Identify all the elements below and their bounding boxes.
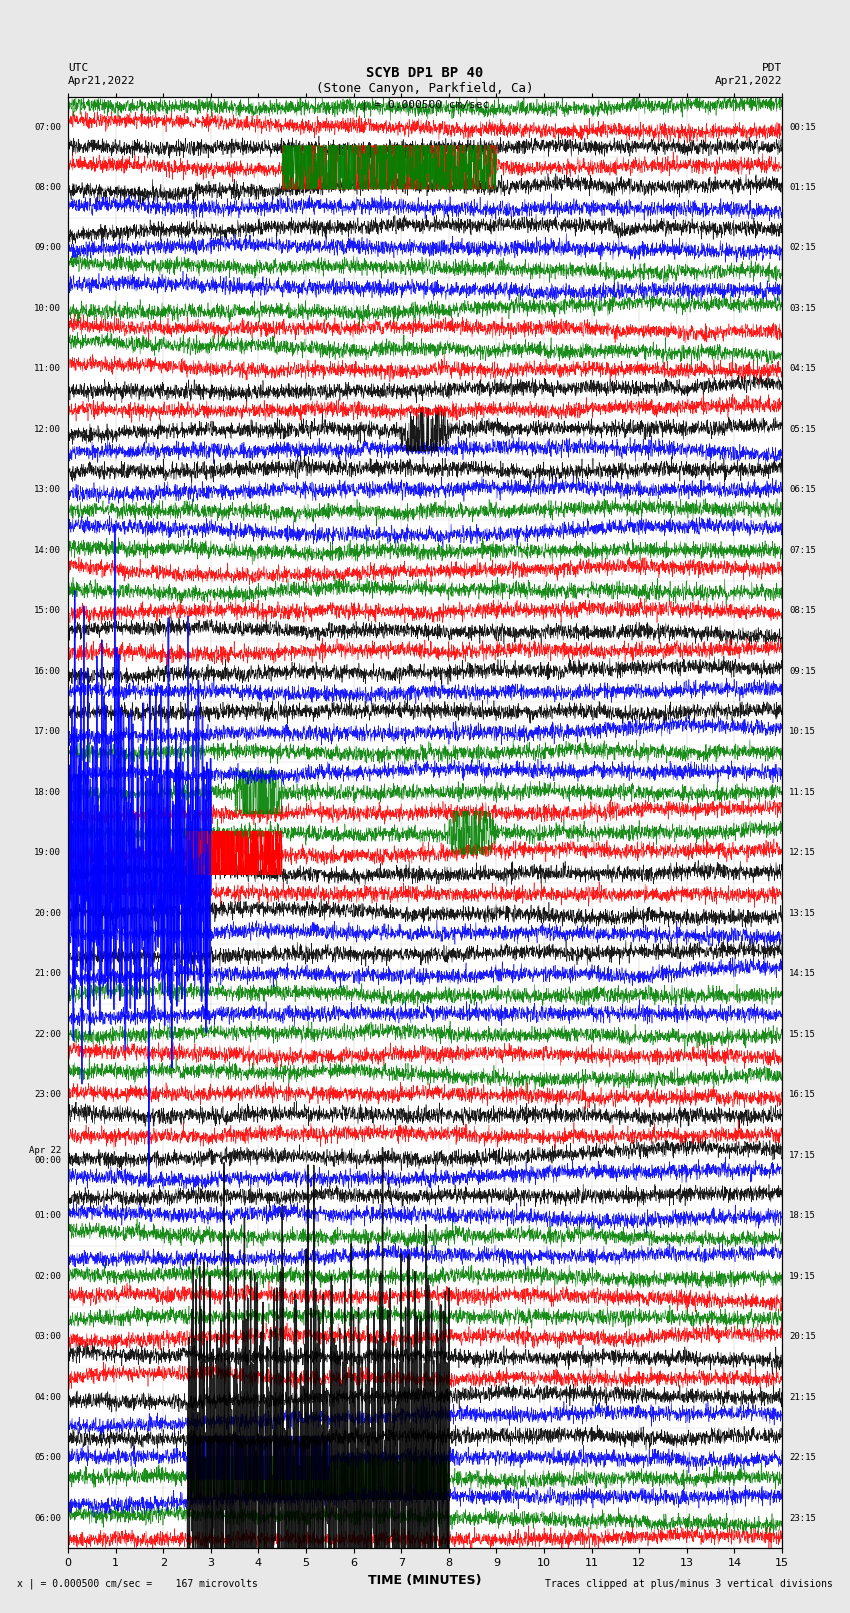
Text: 11:00: 11:00 xyxy=(34,365,61,374)
Text: 07:00: 07:00 xyxy=(34,123,61,132)
Text: 19:00: 19:00 xyxy=(34,848,61,858)
Text: x | = 0.000500 cm/sec =    167 microvolts: x | = 0.000500 cm/sec = 167 microvolts xyxy=(17,1579,258,1589)
Text: 22:15: 22:15 xyxy=(789,1453,816,1463)
Text: 11:15: 11:15 xyxy=(789,787,816,797)
Text: 08:15: 08:15 xyxy=(789,606,816,616)
Text: 04:15: 04:15 xyxy=(789,365,816,374)
Text: 20:15: 20:15 xyxy=(789,1332,816,1342)
Text: (Stone Canyon, Parkfield, Ca): (Stone Canyon, Parkfield, Ca) xyxy=(316,82,534,95)
Text: 17:15: 17:15 xyxy=(789,1150,816,1160)
Text: 06:00: 06:00 xyxy=(34,1513,61,1523)
X-axis label: TIME (MINUTES): TIME (MINUTES) xyxy=(368,1574,482,1587)
Text: | = 0.000500 cm/sec: | = 0.000500 cm/sec xyxy=(361,100,489,110)
Text: 23:15: 23:15 xyxy=(789,1513,816,1523)
Text: UTC: UTC xyxy=(68,63,88,73)
Text: 22:00: 22:00 xyxy=(34,1029,61,1039)
Text: 17:00: 17:00 xyxy=(34,727,61,737)
Text: 15:15: 15:15 xyxy=(789,1029,816,1039)
Text: 05:00: 05:00 xyxy=(34,1453,61,1463)
Text: 14:15: 14:15 xyxy=(789,969,816,979)
Text: 10:15: 10:15 xyxy=(789,727,816,737)
Text: 23:00: 23:00 xyxy=(34,1090,61,1100)
Text: 15:00: 15:00 xyxy=(34,606,61,616)
Text: 00:15: 00:15 xyxy=(789,123,816,132)
Text: 16:00: 16:00 xyxy=(34,666,61,676)
Text: 01:15: 01:15 xyxy=(789,182,816,192)
Text: Traces clipped at plus/minus 3 vertical divisions: Traces clipped at plus/minus 3 vertical … xyxy=(545,1579,833,1589)
Text: 07:15: 07:15 xyxy=(789,545,816,555)
Text: 08:00: 08:00 xyxy=(34,182,61,192)
Text: 16:15: 16:15 xyxy=(789,1090,816,1100)
Text: 19:15: 19:15 xyxy=(789,1271,816,1281)
Text: 13:15: 13:15 xyxy=(789,908,816,918)
Text: 13:00: 13:00 xyxy=(34,486,61,495)
Text: 12:15: 12:15 xyxy=(789,848,816,858)
Text: 18:00: 18:00 xyxy=(34,787,61,797)
Text: 03:00: 03:00 xyxy=(34,1332,61,1342)
Text: Apr21,2022: Apr21,2022 xyxy=(68,76,135,85)
Text: 10:00: 10:00 xyxy=(34,303,61,313)
Text: 01:00: 01:00 xyxy=(34,1211,61,1221)
Text: 06:15: 06:15 xyxy=(789,486,816,495)
Text: Apr21,2022: Apr21,2022 xyxy=(715,76,782,85)
Text: 05:15: 05:15 xyxy=(789,424,816,434)
Text: 04:00: 04:00 xyxy=(34,1392,61,1402)
Text: 21:00: 21:00 xyxy=(34,969,61,979)
Text: 18:15: 18:15 xyxy=(789,1211,816,1221)
Text: PDT: PDT xyxy=(762,63,782,73)
Text: 20:00: 20:00 xyxy=(34,908,61,918)
Text: 09:15: 09:15 xyxy=(789,666,816,676)
Text: 09:00: 09:00 xyxy=(34,244,61,253)
Text: 02:15: 02:15 xyxy=(789,244,816,253)
Text: SCYB DP1 BP 40: SCYB DP1 BP 40 xyxy=(366,66,484,79)
Text: Apr 22
00:00: Apr 22 00:00 xyxy=(29,1145,61,1165)
Text: 02:00: 02:00 xyxy=(34,1271,61,1281)
Text: 12:00: 12:00 xyxy=(34,424,61,434)
Text: 21:15: 21:15 xyxy=(789,1392,816,1402)
Text: 14:00: 14:00 xyxy=(34,545,61,555)
Text: 03:15: 03:15 xyxy=(789,303,816,313)
